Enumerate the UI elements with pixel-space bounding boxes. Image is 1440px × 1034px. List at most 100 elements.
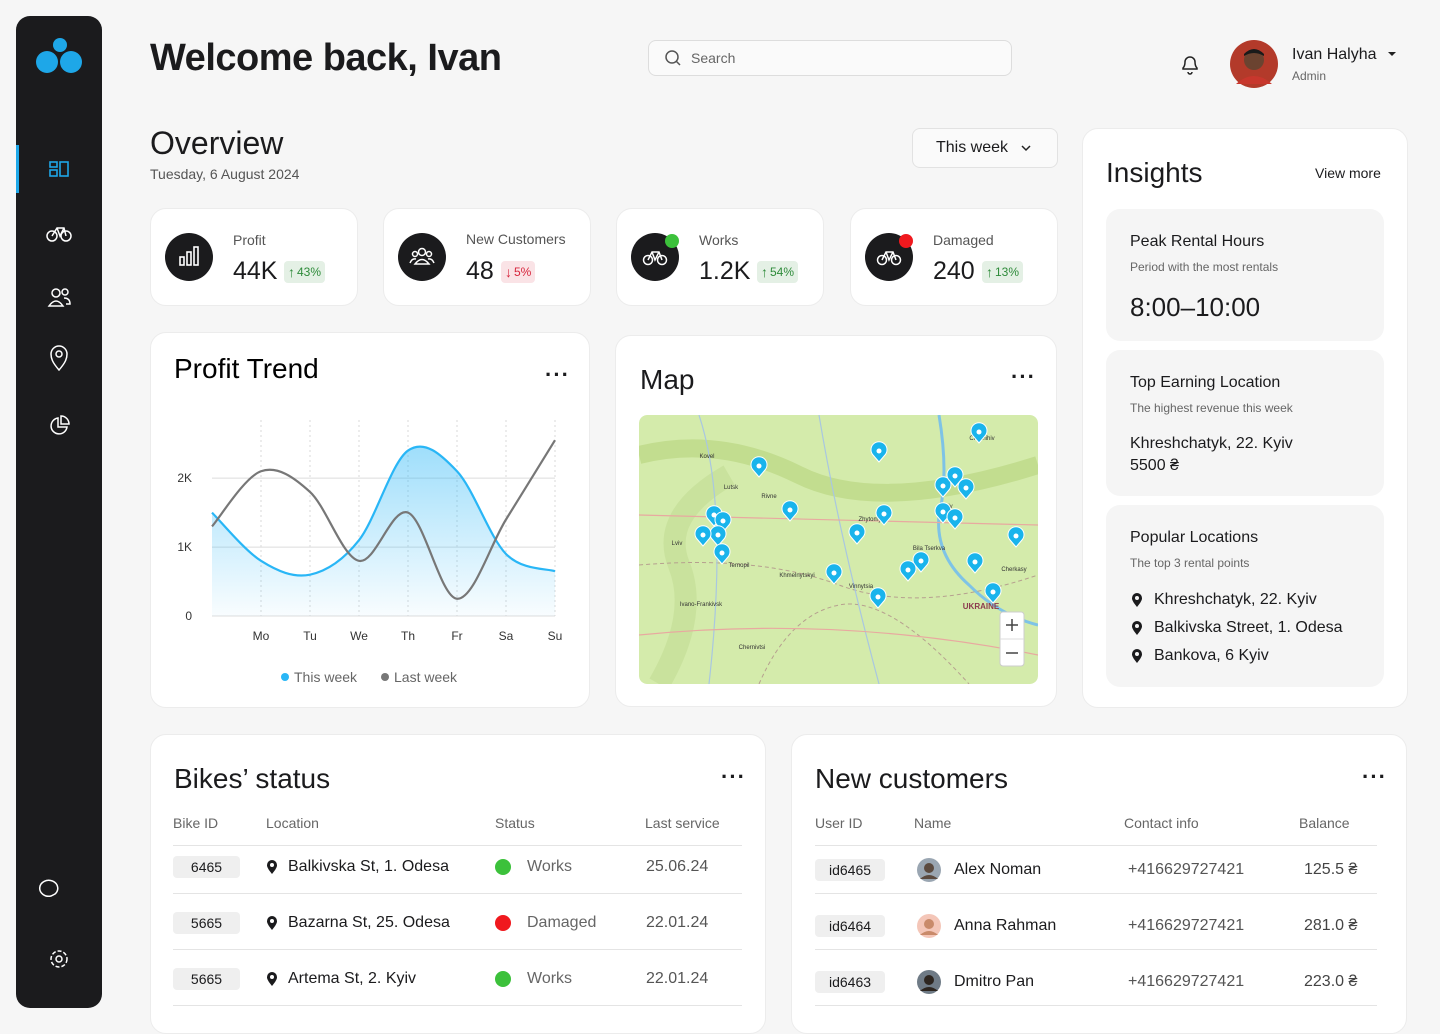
chart-title: Profit Trend [174,353,319,384]
nav-settings[interactable] [50,950,68,968]
popular-subtitle: The top 3 rental points [1130,556,1250,570]
notification-bell[interactable] [1180,53,1200,75]
map-menu[interactable]: ··· [1011,364,1036,389]
bike-last-service: 25.06.24 [646,858,709,875]
active-indicator [16,145,19,193]
search-icon [665,50,681,66]
location-icon [1132,593,1142,607]
map-pin-center [876,448,882,454]
period-caret [1021,145,1031,152]
map-title: Map [640,364,695,395]
stat-badge: ↓ 5% [501,261,536,283]
map-label: Kovel [699,454,714,460]
search-box[interactable] [648,40,1012,76]
sidebar [16,16,102,1008]
nav-dashboard[interactable] [49,161,69,177]
nav-locations[interactable] [50,345,68,372]
popular-item: Khreshchatyk, 22. Kyiv [1154,591,1317,608]
stat-value: 44K [233,257,278,285]
stat-icon [398,233,446,281]
user-id: id6464 [815,915,885,937]
row-separator [173,893,742,894]
overview-date: Tuesday, 6 August 2024 [150,166,300,182]
stat-arrow: ↓ [505,264,512,280]
row-separator [173,949,742,950]
user-id: id6465 [815,859,885,881]
customer-contact: +416629727421 [1128,861,1245,878]
x-tick-label: Th [401,629,415,643]
map-label: UKRAINE [963,602,1000,611]
stat-value: 240 [933,257,975,285]
column-header: Balance [1299,815,1350,831]
bike-last-service: 22.01.24 [646,970,709,987]
column-header: Location [266,815,319,831]
logo [36,38,82,73]
nav-customers[interactable] [47,288,71,307]
welcome-title: Welcome back, Ivan [150,37,502,79]
stat-change: 43% [297,265,322,279]
bikes-title: Bikes’ status [174,763,331,794]
y-tick-label: 0 [185,609,192,623]
map-pin-center [1013,533,1019,539]
overview-title: Overview [150,125,284,161]
top-location-card [1106,350,1384,496]
map-pin-center [700,532,706,538]
customer-balance: 223.0 ₴ [1304,973,1358,990]
nav-reports[interactable] [50,415,70,435]
zoom-controls [999,611,1025,667]
map-pin-center [720,518,726,524]
x-tick-label: Sa [499,629,514,643]
user-avatar[interactable] [1230,40,1278,88]
row-separator [173,1005,742,1006]
bike-id: 6465 [173,856,240,878]
stat-arrow: ↑ [986,264,993,280]
profit-trend-menu[interactable]: ··· [545,362,570,387]
map-pin-center [990,589,996,595]
bike-last-service: 22.01.24 [646,914,709,931]
map-label: Ternopil [728,563,749,569]
stat-icon [865,233,913,281]
user-menu-caret[interactable] [1387,51,1397,57]
map-label: Rivne [761,494,777,500]
nav-bikes[interactable] [46,227,72,242]
map-pin-center [854,530,860,536]
stat-icon [165,233,213,281]
column-header: Contact info [1124,815,1199,831]
map-label: Khmelnytskyi [779,573,814,579]
map[interactable]: Kovel Lutsk Rivne Lviv Ternopil Khmelnytskyi V… [639,415,1038,684]
map-pin-center [715,532,721,538]
line [211,445,556,577]
map-pin-center [905,567,911,573]
peak-card [1106,209,1384,341]
row-separator [173,845,742,846]
top-location: Khreshchatyk, 22. Kyiv [1130,435,1293,452]
status-dot-fill [495,915,511,931]
stat-value: 48 [466,257,494,285]
period-dropdown[interactable] [912,128,1058,168]
map-pin-center [875,594,881,600]
x-tick-label: We [350,629,368,643]
insights-title: Insights [1106,157,1203,188]
location-icon [1132,649,1142,663]
map-pin-center [940,509,946,515]
area [212,446,555,616]
bike-id: 5665 [173,912,240,934]
x-tick-label: Tu [303,629,317,643]
legend-dot [381,673,389,681]
stat-label: Profit [233,232,266,248]
nav-messages[interactable] [39,879,59,898]
popular-card [1106,505,1384,687]
peak-title: Peak Rental Hours [1130,233,1265,250]
customers-menu[interactable]: ··· [1362,764,1387,789]
customer-name: Dmitro Pan [954,973,1035,990]
user-id: id6463 [815,971,885,993]
insights-link[interactable]: View more [1315,165,1381,181]
map-pin-center [831,570,837,576]
map-label: Zhytomyr [858,517,883,523]
legend-label: Last week [394,669,458,685]
user-role: Admin [1292,69,1327,83]
line [211,439,556,600]
bikes-menu[interactable]: ··· [721,764,746,789]
status-dot [495,915,511,931]
